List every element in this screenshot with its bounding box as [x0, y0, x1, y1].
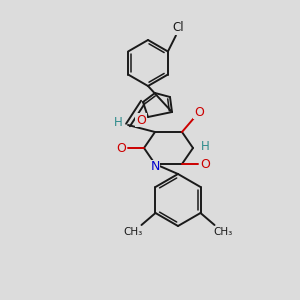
Text: O: O: [116, 142, 126, 154]
Text: CH₃: CH₃: [213, 227, 232, 237]
Text: Cl: Cl: [172, 21, 184, 34]
Text: O: O: [136, 113, 146, 127]
Text: O: O: [200, 158, 210, 170]
Text: H: H: [201, 140, 209, 152]
Text: O: O: [194, 106, 204, 118]
Text: H: H: [114, 116, 122, 130]
Text: CH₃: CH₃: [124, 227, 143, 237]
Text: N: N: [150, 160, 160, 173]
